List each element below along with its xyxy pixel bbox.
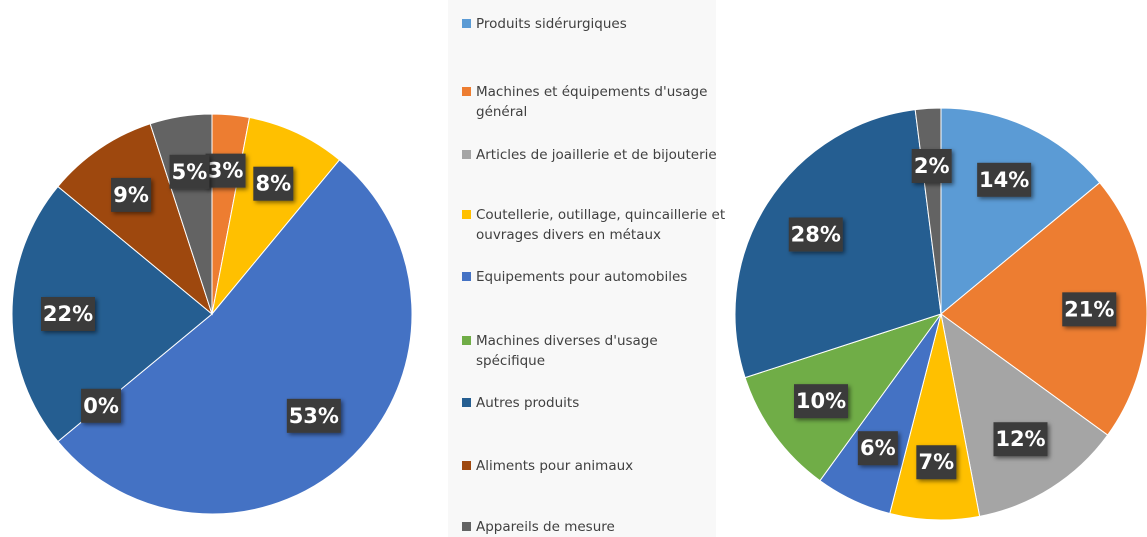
pie-slice [11,185,213,443]
label-box [41,297,95,331]
legend-item: Articles de joaillerie et de bijouterie [462,145,726,165]
data-label: 5% [172,160,208,184]
legend-swatch [462,398,471,407]
legend-swatch [462,461,471,470]
legend-swatch [462,272,471,281]
label-box [205,153,246,188]
data-label: 0% [83,394,119,418]
data-label: 7% [919,450,955,474]
legend-swatch [462,150,471,159]
label-box [977,162,1032,197]
legend-label: Articles de joaillerie et de bijouterie [476,147,717,163]
legend-label: Produits sidérurgiques [476,16,627,32]
legend-label: Machines diverses d'usage spécifique [476,333,658,369]
legend-item: Equipements pour automobiles [462,267,726,287]
label-box [1062,292,1117,327]
data-label: 6% [860,436,896,460]
label-box [911,148,952,183]
legend-swatch [462,336,471,345]
label-box [794,384,849,419]
label-box [993,422,1048,457]
legend-item: Machines et équipements d'usage général [462,82,726,122]
pie-slice [940,107,1101,316]
data-label: 53% [289,404,339,428]
legend-label: Aliments pour animaux [476,458,634,474]
label-box [916,445,957,480]
label-box [81,388,122,423]
data-label: 3% [208,159,244,183]
label-box [857,431,898,466]
legend-item: Machines diverses d'usage spécifique [462,331,726,371]
data-label: 10% [796,389,846,413]
data-label: 2% [914,154,950,178]
label-box [286,398,341,433]
legend-label: Coutellerie, outillage, quincaillerie et… [476,207,726,243]
legend-swatch [462,87,471,96]
legend-swatch [462,19,471,28]
label-box [788,217,843,252]
legend-item: Produits sidérurgiques [462,14,726,34]
legend-item: Autres produits [462,393,726,413]
legend-item: Coutellerie, outillage, quincaillerie et… [462,205,726,245]
data-label: 12% [995,427,1045,451]
legend-label: Equipements pour automobiles [476,269,688,285]
legend-label: Machines et équipements d'usage général [476,84,708,120]
data-label: 21% [1064,297,1114,321]
legend-label: Appareils de mesure [476,519,615,535]
data-label: 22% [43,302,93,326]
pie-slice [940,312,1109,517]
legend: Produits sidérurgiques Machines et équipe… [448,0,725,537]
data-label: 28% [791,223,841,247]
legend-item: Appareils de mesure [462,517,726,537]
data-label: 9% [113,183,149,207]
data-label: 8% [255,172,291,196]
data-label: 14% [979,168,1029,192]
label-box [253,166,294,201]
legend-label: Autres produits [476,395,580,411]
legend-swatch [462,210,471,219]
pie-slice [57,123,214,316]
label-box [111,177,152,212]
legend-swatch [462,522,471,531]
label-box [169,154,210,189]
legend-item: Aliments pour animaux [462,456,726,476]
